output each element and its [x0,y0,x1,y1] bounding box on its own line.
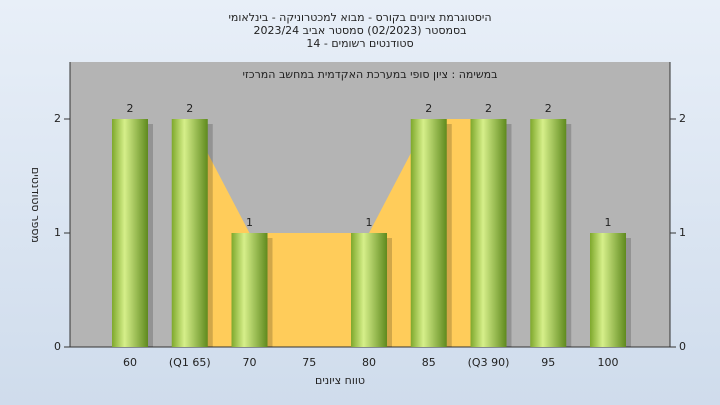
bar [231,233,268,347]
annotation: במשימה : ציון סופי במערכת האקדמית במחשב … [243,68,498,81]
bar [470,119,507,347]
value-label: 2 [127,102,134,115]
value-label: 2 [186,102,193,115]
y2-tick-label: 1 [679,226,686,239]
bar [171,119,208,347]
x-tick-label: 95 [541,356,555,369]
bar [410,119,447,347]
chart-subtitle: סטודנטים רשומים - 14 [306,37,413,50]
bar [112,119,148,347]
x-axis-label: טווח ציונים [315,374,365,387]
x-tick-label: (Q3 90) [468,356,510,369]
x-tick-label: 70 [243,356,257,369]
chart-title: היסטוגרמת ציונים בקורס - מבוא למכטרוניקה… [228,11,491,24]
y-tick-label: 1 [54,226,61,239]
x-tick-label: (Q1 65) [169,356,211,369]
value-label: 2 [545,102,552,115]
value-label: 1 [605,216,612,229]
value-label: 1 [366,216,373,229]
x-tick-label: 100 [598,356,619,369]
bar [530,119,567,347]
x-tick-label: 75 [302,356,316,369]
chart-subtitle: בסמסטר (02/2023) סמסטר אביב 2023/24 [253,24,466,37]
x-tick-label: 60 [123,356,137,369]
x-tick-label: 85 [422,356,436,369]
y2-tick-label: 2 [679,112,686,125]
value-label: 2 [425,102,432,115]
y-tick-label: 2 [54,112,61,125]
value-label: 1 [246,216,253,229]
y2-tick-label: 0 [679,340,686,353]
y-axis-label: מספר סטודנטים [29,167,42,243]
bar [351,233,387,347]
y-tick-label: 0 [54,340,61,353]
x-tick-label: 80 [362,356,376,369]
bar [590,233,626,347]
value-label: 2 [485,102,492,115]
